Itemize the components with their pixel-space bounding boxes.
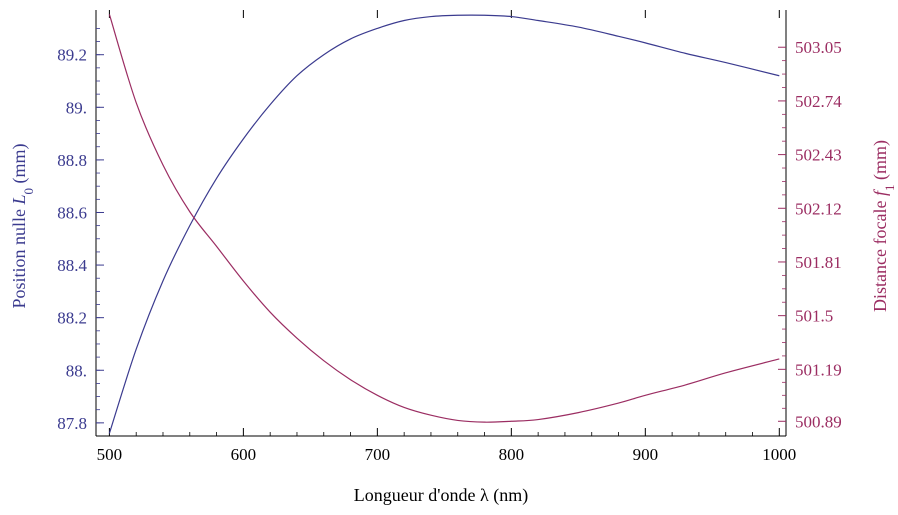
- right-y-axis-label: Distance focale f1 (mm): [870, 140, 897, 312]
- left-y-tick-label: 88.4: [57, 256, 87, 275]
- left-y-tick-label: 88.8: [57, 151, 87, 170]
- right-y-tick-label: 502.74: [795, 92, 842, 111]
- x-axis-label: Longueur d'onde λ (nm): [354, 485, 528, 506]
- left-y-tick-label: 89.: [66, 98, 87, 117]
- right-y-tick-label: 501.5: [795, 307, 833, 326]
- x-axis-ticks: 500 600 700 800 900 1000: [97, 10, 796, 464]
- right-y-tick-label: 500.89: [795, 412, 842, 431]
- left-y-axis-ticks: 87.8 88. 88.2 88.4 88.6 88.8 89. 89.2: [57, 28, 104, 433]
- x-tick-label: 600: [231, 445, 257, 464]
- left-y-tick-label: 87.8: [57, 414, 87, 433]
- right-y-tick-label: 501.81: [795, 253, 842, 272]
- series-line-right-axis: [108, 14, 780, 423]
- left-y-tick-label: 89.2: [57, 46, 87, 65]
- x-tick-label: 700: [365, 445, 391, 464]
- plot-frame: [95, 10, 787, 437]
- right-y-axis-label-base: Distance focale: [870, 196, 890, 312]
- right-y-tick-label: 501.19: [795, 360, 842, 379]
- right-y-tick-label: 503.05: [795, 38, 842, 57]
- x-tick-label: 1000: [762, 445, 796, 464]
- left-y-axis-label-base: Position nulle: [9, 205, 29, 309]
- x-tick-label: 500: [97, 445, 123, 464]
- right-y-tick-label: 502.43: [795, 146, 842, 165]
- right-y-axis-label-unit: (mm): [870, 140, 891, 185]
- right-y-axis-label-sub: 1: [882, 185, 897, 192]
- x-tick-label: 800: [499, 445, 525, 464]
- left-y-tick-label: 88.2: [57, 309, 87, 328]
- right-y-axis-label-symbol: f: [870, 188, 890, 196]
- right-y-axis-ticks: 500.89 501.19 501.5 501.81 502.12 502.43 502.7…: [778, 38, 842, 431]
- right-y-tick-label: 502.12: [795, 199, 842, 218]
- left-y-axis-label-unit: (mm): [9, 143, 30, 188]
- left-y-tick-label: 88.: [66, 361, 87, 380]
- series-line-left-axis: [108, 14, 780, 434]
- left-y-axis-label-sub: 0: [21, 188, 36, 195]
- x-tick-label: 900: [633, 445, 659, 464]
- series-layer: [108, 14, 780, 434]
- left-y-axis-label: Position nulle L0 (mm): [9, 143, 36, 308]
- left-y-axis-label-symbol: L: [9, 194, 29, 205]
- left-y-tick-label: 88.6: [57, 203, 87, 222]
